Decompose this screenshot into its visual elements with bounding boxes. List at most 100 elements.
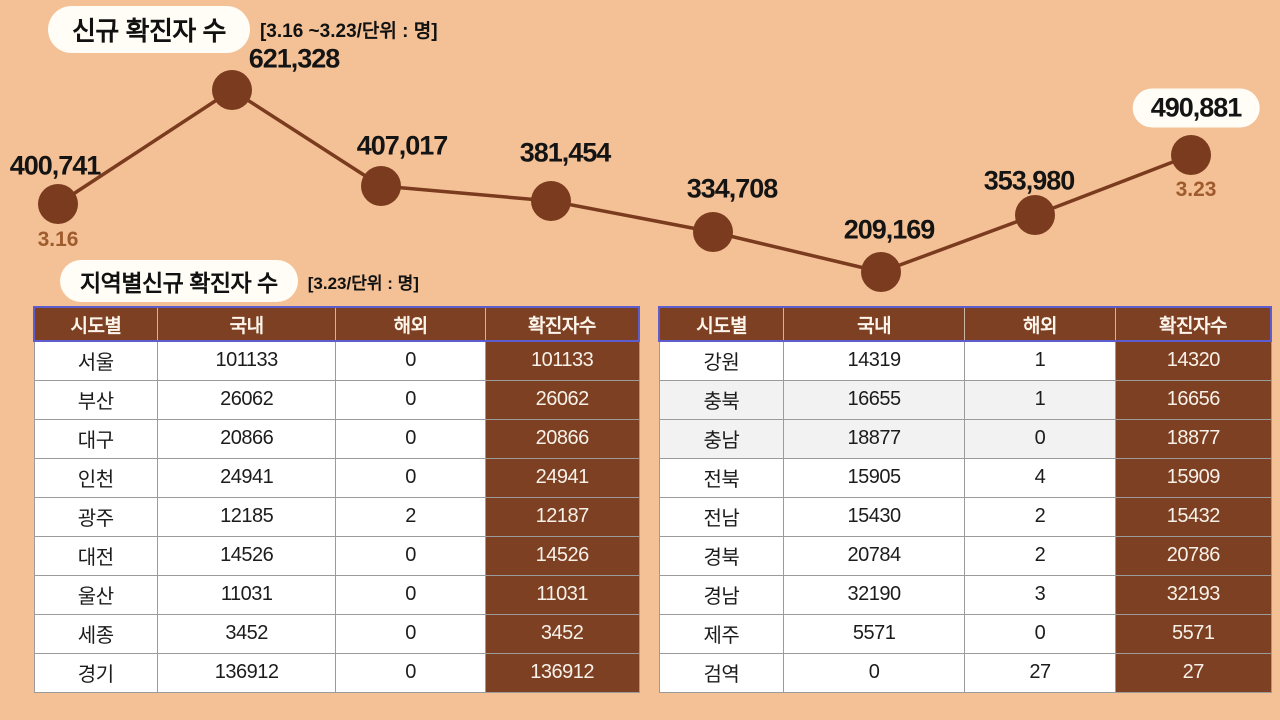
table-header-row: 시도별 국내 해외 확진자수 [658, 306, 1273, 342]
region-cell: 전남 [658, 496, 785, 537]
value-cell: 2 [963, 535, 1117, 576]
table-row: 강원 14319 1 14320 [658, 340, 1272, 381]
column-header-domestic: 국내 [783, 306, 965, 342]
data-point [693, 212, 733, 252]
data-point [531, 181, 571, 221]
table-row: 전남 15430 2 15432 [658, 496, 1272, 537]
data-point [1171, 135, 1211, 175]
data-point [1015, 195, 1055, 235]
table-row: 서울 101133 0 101133 [33, 340, 640, 381]
column-header-region: 시도별 [658, 306, 784, 342]
value-cell: 18877 [783, 418, 965, 459]
region-cell: 세종 [33, 613, 158, 654]
table-row: 대전 14526 0 14526 [33, 535, 640, 576]
table-title-row: 지역별신규 확진자 수 [3.23/단위 : 명] [60, 260, 419, 302]
value-cell: 1 [963, 379, 1117, 420]
confirmed-cell: 136912 [484, 652, 640, 693]
value-cell: 0 [335, 340, 486, 381]
value-label: 353,980 [983, 165, 1076, 196]
region-cell: 인천 [33, 457, 158, 498]
region-cell: 경남 [658, 574, 785, 615]
confirmed-cell: 3452 [484, 613, 640, 654]
region-cell: 대전 [33, 535, 158, 576]
value-cell: 14319 [783, 340, 965, 381]
table-row: 경남 32190 3 32193 [658, 574, 1272, 615]
confirmed-cell: 18877 [1115, 418, 1272, 459]
chart-subtitle: [3.16 ~3.23/단위 : 명] [259, 21, 438, 42]
data-point [212, 70, 252, 110]
confirmed-cell: 20866 [484, 418, 640, 459]
confirmed-cell: 27 [1115, 652, 1272, 693]
value-cell: 3452 [156, 613, 337, 654]
table-header-row: 시도별 국내 해외 확진자수 [32, 306, 640, 342]
value-cell: 32190 [783, 574, 965, 615]
table-row: 검역 0 27 27 [658, 652, 1272, 693]
value-cell: 2 [963, 496, 1117, 537]
value-label: 621,328 [248, 43, 341, 74]
right-table-body: 강원 14319 1 14320 충북 16655 1 16656 충남 18877 0 18877 전… [658, 340, 1272, 693]
value-label: 209,169 [843, 214, 936, 245]
confirmed-cell: 12187 [484, 496, 640, 537]
value-cell: 24941 [156, 457, 337, 498]
table-subtitle: [3.23/단위 : 명] [307, 273, 419, 293]
value-cell: 0 [783, 652, 965, 693]
region-cell: 경북 [658, 535, 785, 576]
table-row: 인천 24941 0 24941 [33, 457, 640, 498]
date-label: 3.16 [37, 228, 79, 251]
region-cell: 경기 [33, 652, 158, 693]
confirmed-cell: 5571 [1115, 613, 1272, 654]
value-cell: 0 [335, 652, 486, 693]
table-row: 부산 26062 0 26062 [33, 379, 640, 420]
trend-line [57, 87, 1192, 274]
value-cell: 0 [335, 418, 486, 459]
table-row: 경북 20784 2 20786 [658, 535, 1272, 576]
value-cell: 1 [963, 340, 1117, 381]
value-cell: 3 [963, 574, 1117, 615]
table-row: 경기 136912 0 136912 [33, 652, 640, 693]
regional-table-right: 시도별 국내 해외 확진자수 강원 14319 1 14320 충북 16655 1 1665… [658, 306, 1273, 693]
region-cell: 제주 [658, 613, 785, 654]
value-label: 407,017 [356, 130, 449, 161]
value-cell: 0 [335, 457, 486, 498]
value-cell: 2 [335, 496, 486, 537]
value-cell: 101133 [156, 340, 337, 381]
left-table-body: 서울 101133 0 101133 부산 26062 0 26062 대구 20866 0 2086… [33, 340, 640, 693]
regional-table-left: 시도별 국내 해외 확진자수 서울 101133 0 101133 부산 26062 0 26… [32, 306, 640, 693]
table-row: 광주 12185 2 12187 [33, 496, 640, 537]
confirmed-cell: 11031 [484, 574, 640, 615]
column-header-confirmed: 확진자수 [484, 306, 640, 342]
column-header-overseas: 해외 [963, 306, 1116, 342]
chart-title-row: 신규 확진자 수 [3.16 ~3.23/단위 : 명] [48, 6, 438, 53]
value-cell: 15430 [783, 496, 965, 537]
chart-title: 신규 확진자 수 [48, 6, 250, 53]
value-cell: 0 [335, 379, 486, 420]
value-cell: 0 [963, 418, 1117, 459]
table-row: 울산 11031 0 11031 [33, 574, 640, 615]
value-label: 490,881 [1132, 88, 1260, 128]
value-label: 334,708 [686, 173, 779, 204]
value-cell: 5571 [783, 613, 965, 654]
column-header-domestic: 국내 [156, 306, 336, 342]
confirmed-cell: 24941 [484, 457, 640, 498]
confirmed-cell: 26062 [484, 379, 640, 420]
value-cell: 0 [335, 535, 486, 576]
table-row: 제주 5571 0 5571 [658, 613, 1272, 654]
region-cell: 광주 [33, 496, 158, 537]
date-label: 3.23 [1175, 178, 1217, 201]
region-cell: 서울 [33, 340, 158, 381]
region-cell: 충북 [658, 379, 785, 420]
value-cell: 26062 [156, 379, 337, 420]
value-cell: 20784 [783, 535, 965, 576]
column-header-region: 시도별 [32, 306, 158, 342]
table-row: 충북 16655 1 16656 [658, 379, 1272, 420]
region-cell: 검역 [658, 652, 785, 693]
value-label: 400,741 [9, 150, 102, 181]
region-cell: 울산 [33, 574, 158, 615]
value-label: 381,454 [519, 137, 612, 168]
data-point [361, 166, 401, 206]
confirmed-cell: 101133 [484, 340, 640, 381]
value-cell: 14526 [156, 535, 337, 576]
confirmed-cell: 15909 [1115, 457, 1272, 498]
value-cell: 12185 [156, 496, 337, 537]
region-cell: 대구 [33, 418, 158, 459]
